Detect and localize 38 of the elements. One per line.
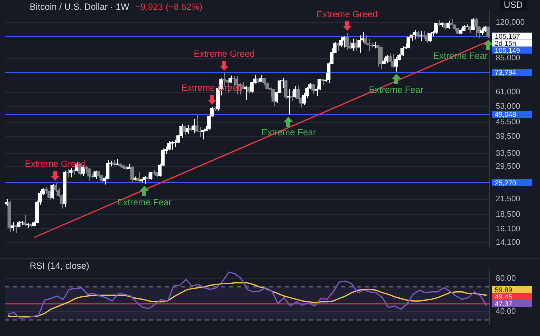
candlestick <box>446 20 450 30</box>
candlestick <box>358 35 362 54</box>
y-tick-label: 39,500 <box>496 132 522 142</box>
candlestick <box>394 56 398 72</box>
y-tick-label: 120,000 <box>496 18 526 28</box>
chart-subtitle: −9,923 (−8.62%) <box>136 2 203 12</box>
chart-title: RSI (14, close) <box>30 260 90 271</box>
y-tick-label: 80.00 <box>496 274 517 284</box>
y-tick-label: 33,500 <box>496 149 522 158</box>
y-tick-label: 18,500 <box>496 210 522 220</box>
candlestick <box>180 124 184 139</box>
candlestick <box>428 33 432 43</box>
y-tick-label: 29,500 <box>496 162 522 172</box>
y-tick-label: 53,000 <box>496 102 522 111</box>
candlestick <box>293 85 297 98</box>
y-tick-label: 85,000 <box>496 54 522 62</box>
annotation: Extreme Greed <box>194 48 255 59</box>
candlestick <box>345 32 350 50</box>
y-tick-label: 21,500 <box>496 194 522 204</box>
candlestick <box>462 25 466 32</box>
y-tick-label: 14,100 <box>496 238 522 247</box>
candlestick <box>425 32 429 44</box>
candlestick <box>388 53 392 63</box>
candlestick <box>94 170 98 180</box>
candlestick <box>8 200 12 233</box>
candlestick <box>88 168 92 182</box>
chart-title: Bitcoin / U.S. Dollar · 1W <box>30 2 130 12</box>
candlestick <box>96 170 100 178</box>
candlestick <box>182 126 186 136</box>
y-axis-title: USD <box>504 0 524 10</box>
annotation: Extreme Fear <box>117 197 172 208</box>
candlestick <box>312 84 316 95</box>
annotation: Extreme Greed <box>316 9 378 20</box>
y-tick-label: 45,500 <box>496 118 522 127</box>
y-tick-label: 16,100 <box>496 224 522 234</box>
candlestick <box>136 171 140 183</box>
y-tick-label: 61,000 <box>496 88 522 97</box>
y-tick-label: 40.00 <box>496 307 517 316</box>
